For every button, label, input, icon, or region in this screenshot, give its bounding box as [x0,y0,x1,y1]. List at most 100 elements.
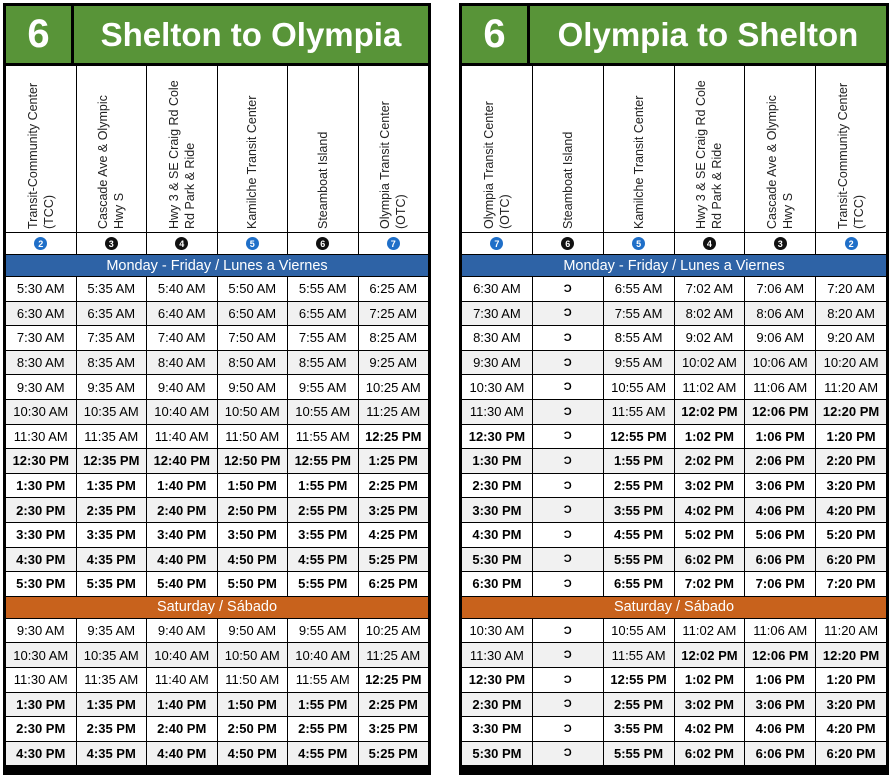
time-cell: 1:40 PM [147,473,217,498]
stop-header: Cascade Ave & Olympic Hwy S [76,66,146,232]
time-cell: 2:55 PM [603,692,674,717]
time-cell: 12:30 PM [462,667,532,692]
time-cell: 1:55 PM [288,692,358,717]
route-number: 6 [462,6,527,63]
time-cell: 7:02 AM [674,277,745,301]
time-cell: 6:40 AM [147,301,217,326]
timepoint-cell: 5 [603,233,674,254]
time-cell: 3:55 PM [603,498,674,522]
time-cell: 3:06 PM [745,692,816,717]
stop-name: Kamilche Transit Center [245,95,260,229]
time-cell: 5:30 PM [462,741,532,766]
time-cell: 3:55 PM [603,717,674,741]
timepoint-cell: 7 [462,233,532,254]
time-cell: 5:02 PM [674,522,745,547]
time-cell: 2:25 PM [358,473,428,498]
time-cell: 5:30 PM [6,572,76,596]
time-cell: 11:40 AM [147,667,217,692]
time-cell: 5:06 PM [745,522,816,547]
time-cell: 8:25 AM [358,326,428,350]
time-cell: 11:35 AM [76,424,146,449]
time-cell: 11:50 AM [217,667,287,692]
time-cell: 7:30 AM [462,301,532,326]
time-cell: 10:02 AM [674,350,745,375]
time-cell: 4:02 PM [674,498,745,522]
time-cell: Ɔ [532,643,603,667]
time-cell: 5:55 PM [288,572,358,596]
time-cell: 4:25 PM [358,522,428,547]
time-cell: 12:40 PM [147,449,217,473]
time-cell: 9:30 AM [6,375,76,399]
time-cell: 5:50 PM [217,572,287,596]
time-cell: 9:02 AM [674,326,745,350]
time-cell: 4:30 PM [6,547,76,572]
stop-header: Kamilche Transit Center [217,66,287,232]
time-cell: 7:20 PM [816,572,886,596]
time-cell: 6:02 PM [674,547,745,572]
time-cell: 5:55 PM [603,547,674,572]
timepoint-badge-icon: 4 [175,237,189,250]
time-cell: 1:30 PM [6,473,76,498]
time-cell: Ɔ [532,350,603,375]
time-cell: 9:35 AM [76,618,146,643]
time-cell: 5:25 PM [358,547,428,572]
time-cell: 10:06 AM [745,350,816,375]
time-cell: 10:35 AM [76,643,146,667]
time-cell: 3:30 PM [462,717,532,741]
time-cell: 2:55 PM [288,498,358,522]
time-cell: Ɔ [532,424,603,449]
stop-name: Steamboat Island [315,131,330,229]
time-cell: 8:40 AM [147,350,217,375]
timepoint-badge-icon: 3 [773,237,787,250]
time-cell: 2:25 PM [358,692,428,717]
time-cell: 11:30 AM [6,424,76,449]
time-cell: 3:25 PM [358,717,428,741]
time-cell: 9:30 AM [462,350,532,375]
time-cell: 2:55 PM [288,717,358,741]
time-cell: 12:50 PM [217,449,287,473]
time-cell: Ɔ [532,717,603,741]
time-cell: 8:55 AM [288,350,358,375]
time-cell: Ɔ [532,326,603,350]
timetable: Olympia Transit Center (OTC) Steamboat Is… [462,66,886,766]
time-cell: 12:02 PM [674,643,745,667]
time-cell: 11:06 AM [745,618,816,643]
time-cell: 9:35 AM [76,375,146,399]
timepoint-cell: 3 [745,233,816,254]
timepoint-badge-icon: 5 [632,237,646,250]
time-cell: 10:30 AM [6,643,76,667]
time-cell: 11:02 AM [674,375,745,399]
time-cell: 2:40 PM [147,498,217,522]
time-cell: Ɔ [532,498,603,522]
time-cell: 3:30 PM [6,522,76,547]
time-cell: 5:25 PM [358,741,428,766]
time-cell: 6:35 AM [76,301,146,326]
time-cell: 12:06 PM [745,399,816,424]
time-cell: 11:55 AM [603,643,674,667]
timetable: Transit-Community Center (TCC) Cascade Av… [6,66,428,766]
timepoint-badge-icon: 2 [844,237,858,250]
time-cell: 7:25 AM [358,301,428,326]
time-cell: 11:55 AM [603,399,674,424]
time-cell: 9:20 AM [816,326,886,350]
time-cell: 3:25 PM [358,498,428,522]
time-cell: 4:30 PM [6,741,76,766]
time-cell: 1:55 PM [288,473,358,498]
time-cell: 2:02 PM [674,449,745,473]
time-cell: 11:25 AM [358,643,428,667]
service-day-band: Saturday / Sábado [462,596,886,618]
time-cell: 7:20 AM [816,277,886,301]
time-cell: 4:50 PM [217,547,287,572]
time-cell: 5:40 AM [147,277,217,301]
time-cell: 7:55 AM [603,301,674,326]
time-cell: 3:50 PM [217,522,287,547]
time-cell: 3:30 PM [462,498,532,522]
time-cell: 10:50 AM [217,399,287,424]
title-bar: 6 Shelton to Olympia [6,6,428,63]
stop-header: Hwy 3 & SE Craig Rd Cole Rd Park & Ride [147,66,217,232]
time-cell: 12:25 PM [358,424,428,449]
time-cell: 2:30 PM [6,717,76,741]
time-cell: 6:02 PM [674,741,745,766]
time-cell: 4:55 PM [288,547,358,572]
time-cell: 12:25 PM [358,667,428,692]
